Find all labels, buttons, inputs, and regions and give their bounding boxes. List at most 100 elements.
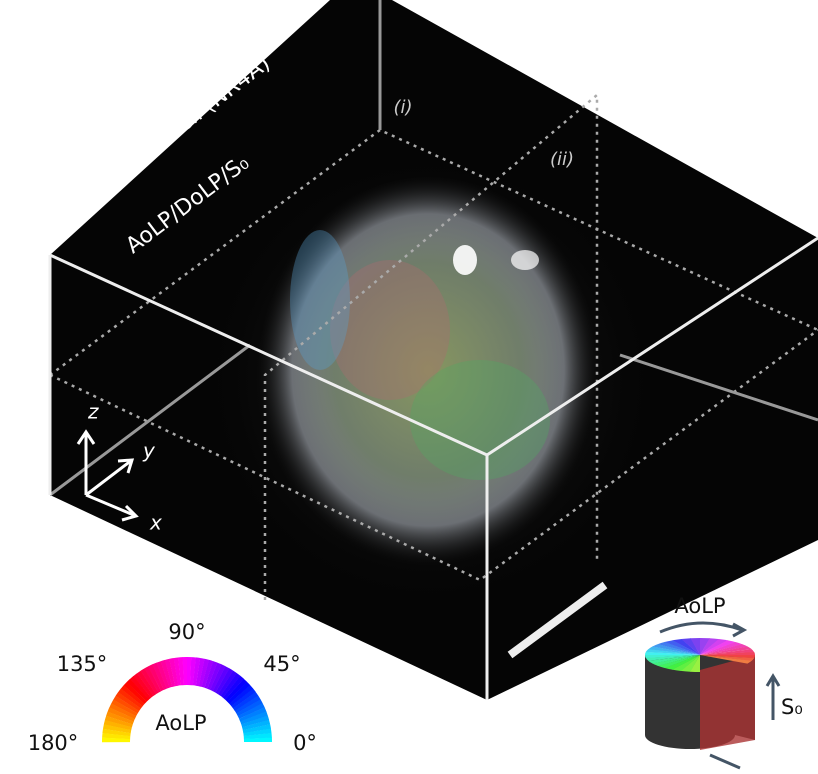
colorbar-segment <box>186 656 192 686</box>
tick-label: 45° <box>263 652 300 676</box>
cylinder-sector <box>672 639 700 655</box>
cell <box>258 175 598 565</box>
cylinder-sector <box>700 652 756 656</box>
colorbar-segment <box>156 661 170 689</box>
cell-region <box>410 360 550 480</box>
cylinder-sector <box>672 655 700 671</box>
cylinder-legend: AoLP S₀ <box>644 594 803 770</box>
colorbar-segment <box>104 715 133 728</box>
colorbar-segment <box>217 670 237 696</box>
aolp-colorbar <box>101 656 273 743</box>
cylinder-sector <box>664 655 700 670</box>
cylinder-cut <box>700 655 755 750</box>
cylinder-sector <box>700 646 752 655</box>
colorbar-segment <box>212 666 230 693</box>
colorbar-segment <box>239 707 267 722</box>
colorbar-segment <box>173 657 181 686</box>
y-head <box>117 458 135 474</box>
cylinder-sector <box>700 642 743 655</box>
cylinder-sector <box>644 654 700 658</box>
colorbar-segment <box>103 724 132 734</box>
region-label: (i) <box>393 97 412 118</box>
y-arrow <box>85 458 133 497</box>
colorbar-segment <box>144 666 162 693</box>
cylinder-sector <box>700 649 755 655</box>
colorbar-segment <box>201 659 214 688</box>
colorbar-segment <box>243 737 273 742</box>
axis-label: x <box>149 511 162 535</box>
x-head <box>121 504 139 522</box>
colorbar-segment <box>115 692 141 712</box>
edge <box>49 253 488 457</box>
colorbar-segment <box>101 737 131 743</box>
volume-render <box>50 0 818 700</box>
colorbar-segment <box>136 670 156 696</box>
colorbar-segment <box>242 719 271 731</box>
x-arrow <box>85 493 137 518</box>
colorbar-segment <box>126 678 149 702</box>
colorbar-segment <box>118 688 143 709</box>
colorbar-segment <box>227 681 251 704</box>
dotted-planes <box>49 92 818 600</box>
colorbar-segment <box>102 733 131 740</box>
axis-label: z <box>87 400 99 424</box>
cylinder-sector <box>645 649 700 655</box>
colorbar-segment <box>220 673 241 698</box>
cylinder-sector <box>690 638 701 655</box>
arrow-head <box>732 622 748 638</box>
cylinder-sector <box>652 655 700 666</box>
colorbar-segment <box>242 724 271 734</box>
cell-region <box>290 230 350 370</box>
arrow <box>659 621 743 634</box>
axis-triad <box>76 429 139 522</box>
colorbar-segment <box>233 691 259 711</box>
colorbar-segment <box>133 673 154 698</box>
cylinder-sector <box>652 644 700 655</box>
colorbar-segment <box>243 732 272 739</box>
colorbar-segment <box>120 685 145 707</box>
colorbar-segment <box>182 656 187 686</box>
colorbar-segment <box>177 657 184 686</box>
colorbar-segment <box>164 658 176 687</box>
colorbar-segment <box>106 711 134 725</box>
colorbar-segment <box>236 699 263 717</box>
colorbar-segment <box>130 675 152 700</box>
cylinder-sector <box>680 655 700 672</box>
colorbar-segment <box>240 711 268 725</box>
edge <box>486 236 818 457</box>
bright-spot <box>453 245 477 275</box>
colorbar-segment <box>140 668 159 695</box>
colorbar-segment <box>215 668 234 695</box>
colorbar-segment <box>195 658 205 687</box>
bright-spot <box>511 250 539 270</box>
cylinder-sector <box>648 655 700 664</box>
colorbar-segment <box>198 658 209 687</box>
cylinder-sector <box>681 638 700 655</box>
colorbar-segment <box>102 728 131 737</box>
scale-bar <box>507 581 608 659</box>
colorbar-segment <box>111 699 138 717</box>
tick-label: 135° <box>57 652 108 676</box>
back-edges <box>49 0 818 497</box>
edge <box>619 353 818 422</box>
colorbar-segment <box>229 685 254 707</box>
cylinder-sector <box>645 655 700 661</box>
plane-ii <box>263 92 599 600</box>
colorbar-segment <box>237 703 265 719</box>
tick-label: 0° <box>293 731 317 755</box>
colorbar-segment <box>234 695 261 714</box>
colorbar-segment <box>109 703 137 719</box>
colorbar-segment <box>123 681 147 704</box>
cylinder-top <box>644 638 756 672</box>
colorbar-segment <box>103 720 132 731</box>
cylinder-sector <box>700 655 755 661</box>
cylinder-sector <box>700 644 748 655</box>
region-label: (ii) <box>550 149 574 170</box>
colorbar-segment <box>192 657 201 686</box>
cylinder-sector <box>700 639 728 655</box>
colorbar-segment <box>169 658 179 687</box>
colorbar-segment <box>241 715 270 728</box>
colorbar-segment <box>152 662 167 690</box>
colorbar-segment <box>225 678 248 702</box>
colorbar-title: AoLP <box>155 711 206 735</box>
